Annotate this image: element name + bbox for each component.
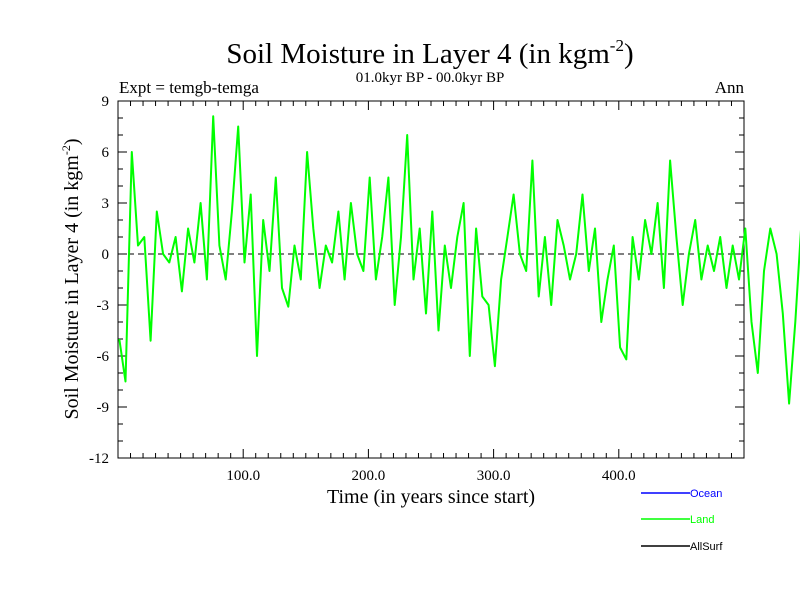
y-tick-label: 9 [102, 94, 110, 110]
x-axis-label: Time (in years since start) [327, 486, 535, 508]
legend-label-land: Land [690, 514, 714, 526]
chart-subtitle: 01.0kyr BP - 00.0kyr BP [356, 70, 505, 86]
chart-title-main: Soil Moisture in Layer 4 (in kgm [226, 38, 610, 70]
chart-title-sup: -2 [610, 36, 624, 55]
x-tick-label: 400.0 [602, 468, 636, 484]
y-axis-label: Soil Moisture in Layer 4 (in kgm-2) [59, 138, 83, 419]
legend-label-allsurf: AllSurf [690, 541, 723, 553]
series-line-land [118, 115, 800, 405]
x-tick-label: 200.0 [352, 468, 386, 484]
legend: Ocean Land AllSurf [641, 488, 723, 553]
y-axis-label-main: Soil Moisture in Layer 4 (in kgm [61, 155, 83, 420]
y-tick-label: 6 [102, 145, 110, 161]
y-tick-label: -3 [97, 298, 110, 314]
x-axis-ticks: 100.0 200.0 300.0 400.0 [130, 101, 732, 484]
chart-title-close: ) [624, 38, 634, 70]
x-tick-label: 100.0 [226, 468, 260, 484]
expt-label: Expt = temgb-temga [119, 78, 259, 97]
x-tick-label: 300.0 [477, 468, 511, 484]
y-tick-label: -12 [89, 451, 109, 467]
legend-label-ocean: Ocean [690, 488, 722, 500]
season-label: Ann [715, 78, 745, 97]
y-axis-label-sup: -2 [59, 145, 73, 155]
series-layer [118, 115, 800, 405]
y-axis-label-close: ) [61, 138, 83, 145]
y-tick-label: 0 [102, 247, 110, 263]
chart-title: Soil Moisture in Layer 4 (in kgm-2) [226, 36, 633, 70]
y-tick-label: -6 [97, 349, 110, 365]
y-tick-label: 3 [102, 196, 110, 212]
y-axis-ticks: 9 6 3 0 -3 -6 -9 -12 [89, 94, 744, 467]
y-tick-label: -9 [97, 400, 110, 416]
